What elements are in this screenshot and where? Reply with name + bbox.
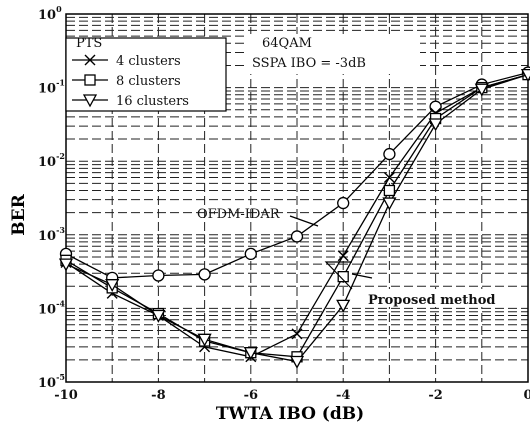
y-tick-label: 10-4 bbox=[38, 298, 65, 317]
y-tick-label: 10-1 bbox=[38, 78, 65, 97]
data-point bbox=[151, 309, 166, 323]
data-point bbox=[428, 118, 443, 132]
ofdm-idar-arrow bbox=[289, 215, 319, 227]
data-point bbox=[197, 333, 212, 347]
y-axis-label: BER bbox=[9, 193, 29, 235]
data-point bbox=[337, 271, 349, 283]
proposed-label-box bbox=[365, 289, 505, 307]
data-point bbox=[383, 172, 395, 184]
data-point bbox=[105, 279, 120, 293]
x-tick-label: -6 bbox=[244, 388, 258, 403]
ofdm-idar-label: OFDM-IDAR bbox=[197, 207, 281, 222]
plot-frame bbox=[65, 13, 529, 383]
x-axis-label: TWTA IBO (dB) bbox=[216, 404, 364, 424]
data-point bbox=[337, 196, 350, 210]
data-point bbox=[198, 268, 211, 281]
data-point bbox=[383, 147, 396, 161]
data-point bbox=[337, 250, 349, 262]
legend-label: 16 clusters bbox=[116, 94, 189, 109]
x-tick-label: 0 bbox=[523, 388, 530, 403]
data-point bbox=[58, 258, 74, 272]
legend-marker bbox=[84, 54, 96, 66]
legend-entries: 4 clusters 8 clusters 16 clusters bbox=[72, 54, 189, 109]
top-annotation-box bbox=[248, 34, 420, 74]
legend-title: PTS bbox=[76, 36, 102, 51]
data-point bbox=[474, 83, 489, 97]
data-point bbox=[243, 347, 258, 361]
legend-marker bbox=[84, 74, 96, 86]
sspa-label: SSPA IBO = -3dB bbox=[252, 56, 366, 71]
legend-label: 8 clusters bbox=[116, 74, 181, 89]
proposed-bracket bbox=[324, 261, 353, 290]
x-tick-label: -10 bbox=[54, 388, 78, 403]
y-tick-label: 100 bbox=[38, 4, 62, 23]
y-tick-label: 10-2 bbox=[38, 151, 65, 170]
legend: PTS 4 clusters 8 clusters 16 clusters bbox=[65, 36, 227, 112]
data-point bbox=[152, 269, 165, 282]
data-point bbox=[382, 197, 397, 211]
modulation-label: 64QAM bbox=[262, 36, 312, 51]
data-point bbox=[383, 184, 396, 197]
proposed-bracket-pointer bbox=[351, 273, 373, 279]
x-tick-label: -2 bbox=[428, 388, 442, 403]
data-series bbox=[58, 66, 530, 369]
data-point bbox=[336, 299, 351, 313]
legend-label: 4 clusters bbox=[116, 54, 181, 69]
x-tick-label: -8 bbox=[151, 388, 165, 403]
data-point bbox=[291, 328, 303, 340]
data-point bbox=[289, 355, 305, 369]
data-point bbox=[244, 247, 257, 261]
data-point bbox=[520, 68, 530, 82]
y-tick-label: 10-3 bbox=[38, 225, 65, 244]
x-tick-label: -4 bbox=[336, 388, 350, 403]
legend-marker bbox=[82, 94, 98, 108]
proposed-method-label: Proposed method bbox=[368, 293, 496, 308]
data-point bbox=[290, 230, 304, 243]
